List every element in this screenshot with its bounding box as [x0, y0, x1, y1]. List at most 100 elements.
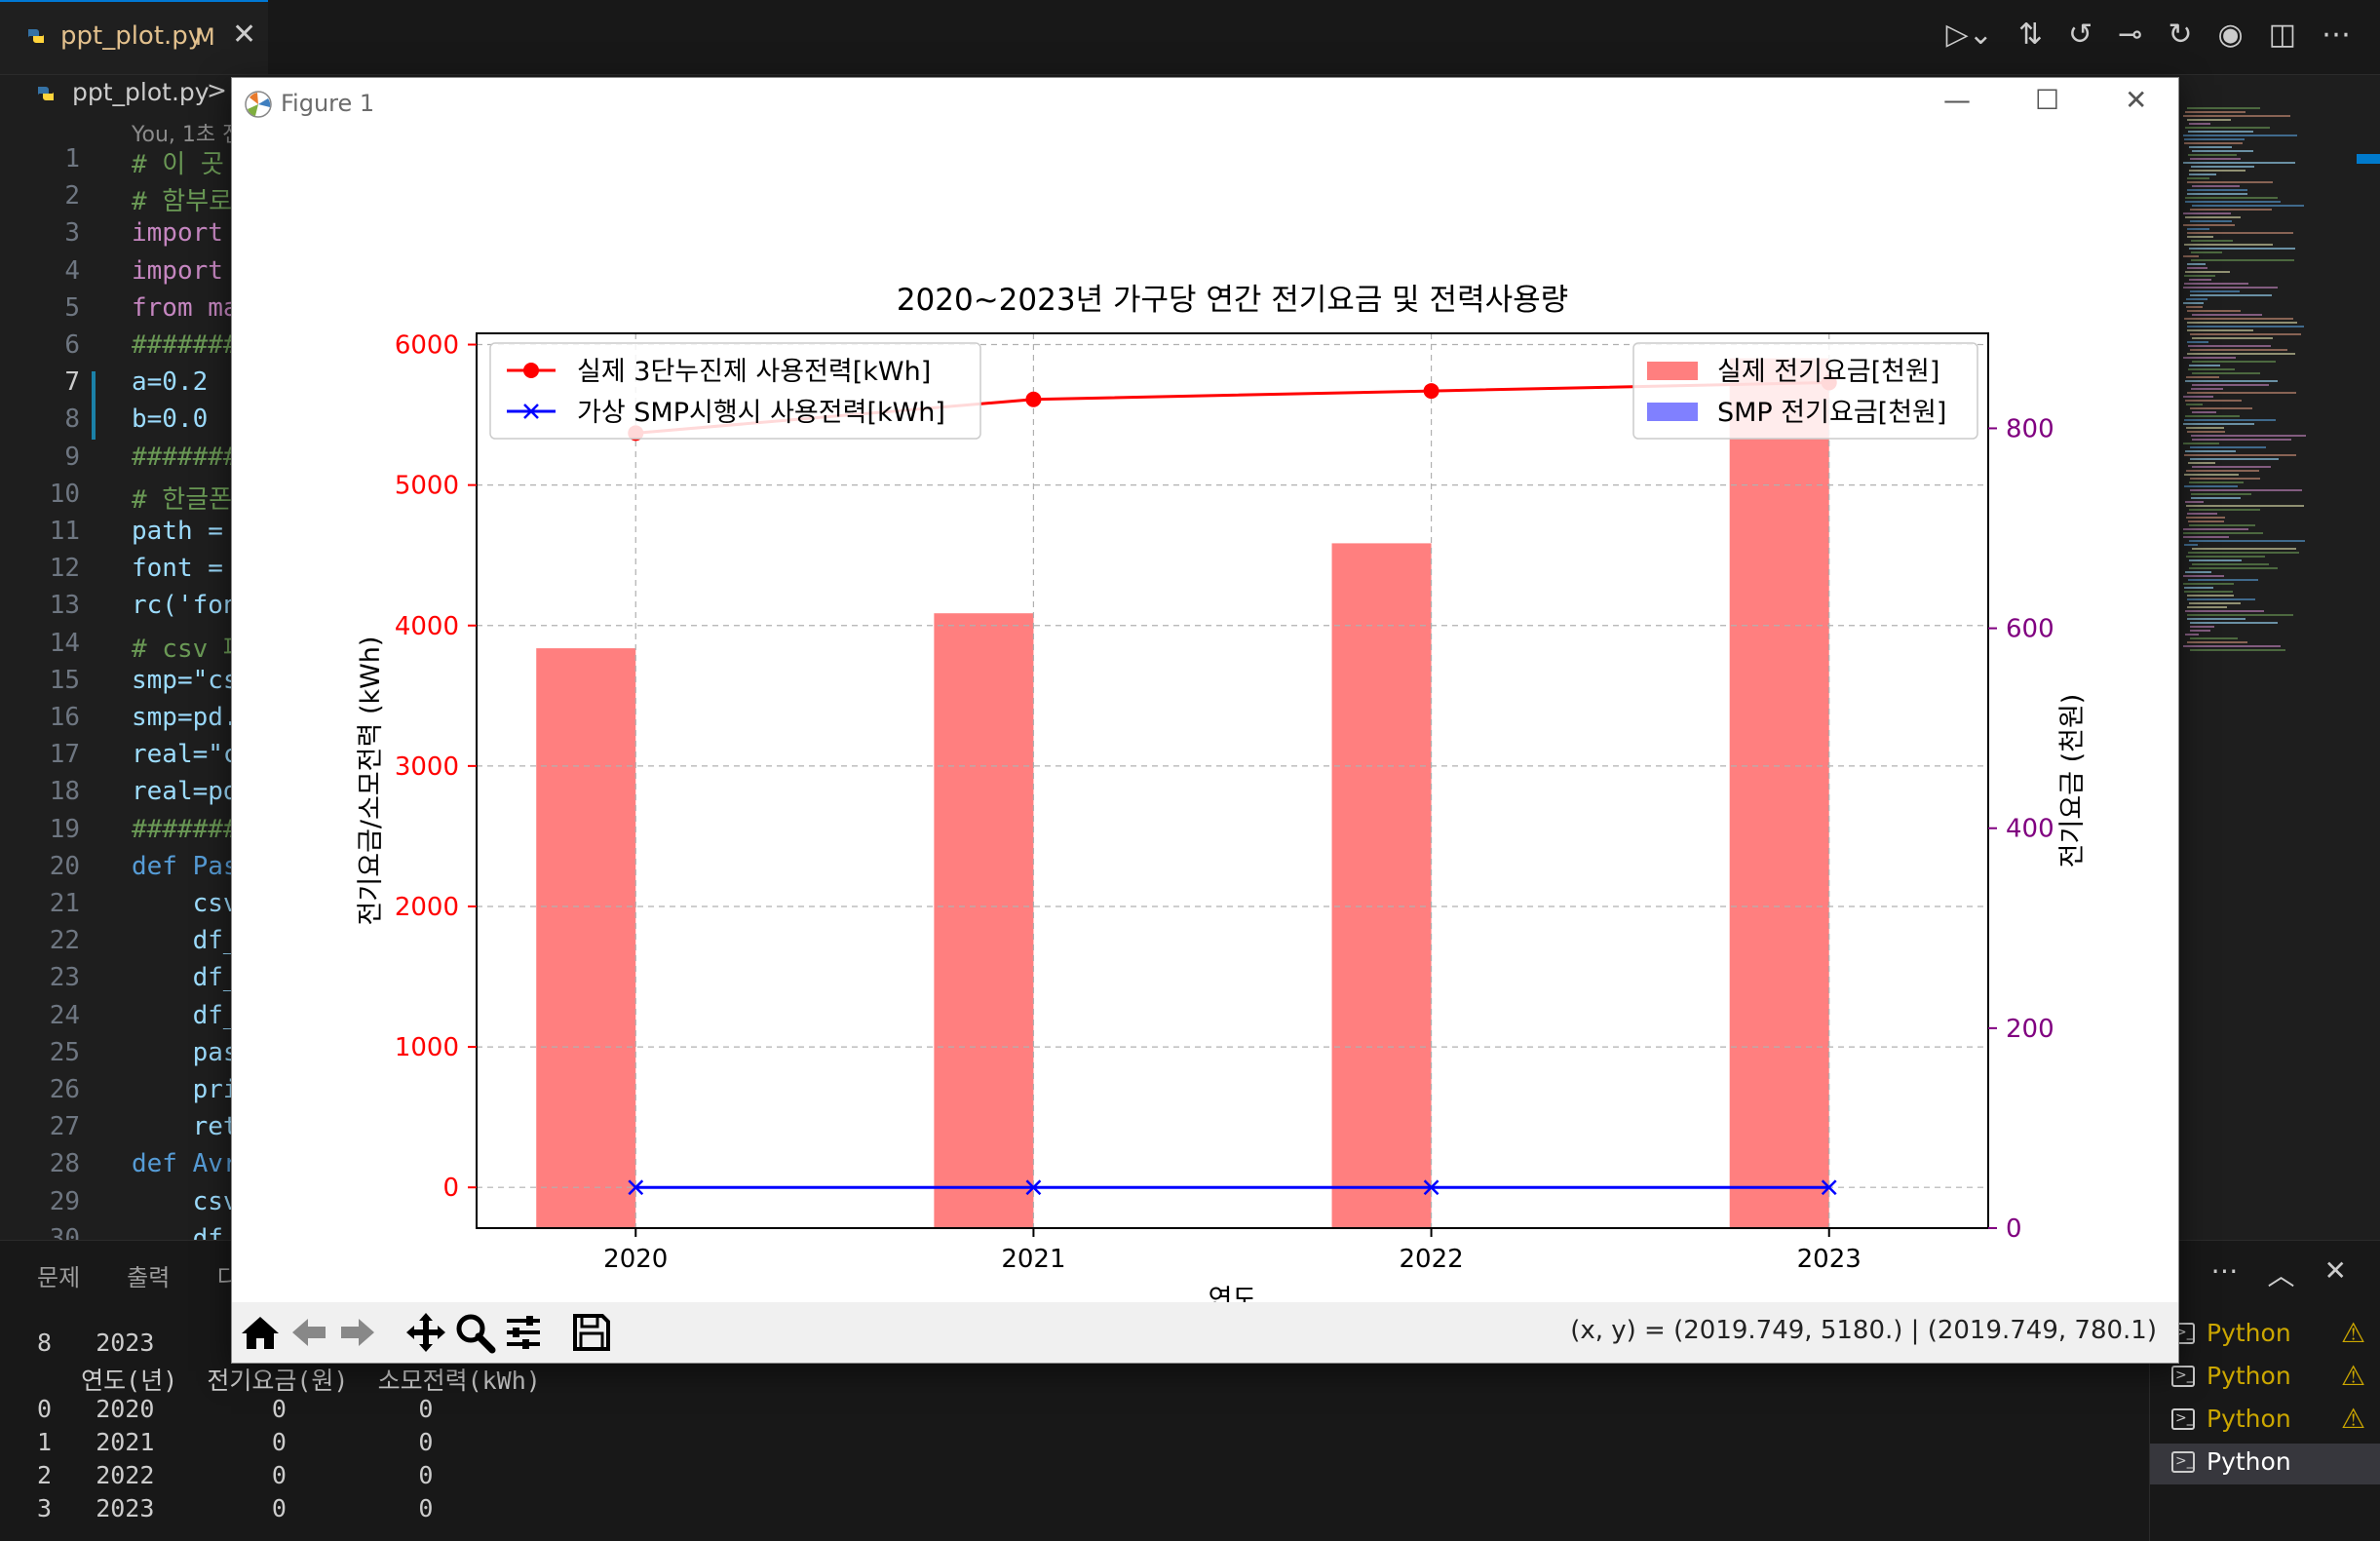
code-line[interactable]: 20 def Pas — [0, 852, 234, 889]
code-editor[interactable]: 1 # 이 곳 2 # 함부로 3 import 4 import 5 from ma 6 ###… — [0, 144, 234, 1241]
code-line[interactable]: 18 real=pd — [0, 777, 234, 814]
minimap-line — [2184, 244, 2273, 246]
code-line[interactable]: 10 # 한글폰 — [0, 480, 234, 517]
code-line[interactable]: 11 path = — [0, 517, 234, 554]
code-line[interactable]: 23 df_ — [0, 963, 234, 1000]
x-tick-label: 2022 — [1399, 1245, 1463, 1274]
y-tick-label: 3000 — [395, 752, 459, 782]
code-line[interactable]: 9 ####### — [0, 443, 234, 480]
close-panel-icon[interactable]: ✕ — [2323, 1254, 2347, 1287]
chart-title: 2020~2023년 가구당 연간 전기요금 및 전력사용량 — [897, 283, 1568, 318]
code-line[interactable]: 17 real="c — [0, 740, 234, 777]
code-line[interactable]: 2 # 함부로 — [0, 181, 234, 218]
y-right-tick-label: 800 — [2006, 414, 2054, 443]
code-line[interactable]: 25 pas — [0, 1038, 234, 1075]
code-text: pas — [132, 1037, 234, 1067]
compare-changes-icon[interactable]: ⇅ — [2017, 18, 2044, 52]
code-line[interactable]: 4 import — [0, 256, 234, 293]
maximize-icon[interactable]: ☐ — [2035, 84, 2060, 116]
close-icon[interactable]: ✕ — [2125, 84, 2148, 116]
figure-window[interactable]: Figure 1 — ☐ ✕ 0 1000 2000 3000 4000 5000 6000… — [231, 77, 2179, 1364]
minimap-line — [2189, 567, 2278, 569]
code-line[interactable]: 15 smp="cs — [0, 666, 234, 703]
code-line[interactable]: 6 ####### — [0, 330, 234, 367]
terminal-item[interactable]: >_ Python ⚠ — [2150, 1401, 2380, 1442]
code-line[interactable]: 27 ret — [0, 1112, 234, 1149]
code-line[interactable]: 3 import — [0, 218, 234, 255]
terminal-item-selected[interactable]: >_ Python — [2150, 1444, 2380, 1484]
minimap-line — [2183, 396, 2213, 398]
terminal-item[interactable]: >_ Python ⚠ — [2150, 1315, 2380, 1356]
code-text: ####### — [132, 814, 234, 844]
minimap-line — [2188, 552, 2299, 554]
maximize-panel-icon[interactable]: ︿ — [2267, 1259, 2295, 1291]
split-editor-icon[interactable]: ◫ — [2268, 18, 2296, 52]
back-icon[interactable] — [287, 1310, 331, 1355]
zoom-icon[interactable] — [452, 1310, 497, 1355]
more-actions-icon[interactable]: ⋯ — [2210, 1254, 2239, 1287]
configure-subplots-icon[interactable] — [501, 1310, 546, 1355]
code-line[interactable]: 1 # 이 곳 — [0, 144, 234, 181]
terminal-item[interactable]: >_ Python ⚠ — [2150, 1358, 2380, 1399]
minimap-line — [2186, 298, 2207, 300]
code-line[interactable]: 13 rc('fon — [0, 591, 234, 628]
tab-output[interactable]: 출력 — [127, 1264, 171, 1291]
code-line[interactable]: 22 df_ — [0, 926, 234, 963]
minimap-line — [2190, 333, 2301, 335]
scrollbar-thumb[interactable] — [2357, 154, 2380, 164]
y-tick-label: 4000 — [395, 612, 459, 641]
go-forward-icon[interactable]: ↻ — [2168, 18, 2193, 52]
commit-icon[interactable]: ⊸ — [2118, 18, 2143, 52]
code-line[interactable]: 5 from ma — [0, 293, 234, 330]
code-text: df_ — [132, 963, 234, 993]
minimap-line — [2187, 322, 2297, 324]
line-number: 3 — [64, 218, 80, 249]
minimap[interactable] — [2181, 107, 2318, 653]
editor-tab-bar: ppt_plot.py M ✕ ▷⌄ ⇅ ↺ ⊸ ↻ ◉ ◫ ⋯ — [0, 0, 2380, 75]
minimap-line — [2186, 404, 2203, 405]
minimap-line — [2183, 212, 2231, 214]
tab-problems[interactable]: 문제 — [37, 1264, 81, 1291]
legend-swatch-smp-fee — [1647, 403, 1698, 421]
minimap-line — [2187, 193, 2247, 195]
home-icon[interactable] — [238, 1310, 283, 1355]
code-line[interactable]: 12 font = — [0, 554, 234, 591]
code-line[interactable]: 26 pri — [0, 1075, 234, 1112]
pan-icon[interactable] — [403, 1310, 448, 1355]
code-line[interactable]: 30 df_ — [0, 1224, 234, 1241]
breadcrumb-file[interactable]: ppt_plot.py — [72, 78, 210, 106]
close-icon[interactable]: ✕ — [232, 18, 257, 52]
minimap-line — [2185, 271, 2230, 273]
code-line[interactable]: 19 ####### — [0, 815, 234, 852]
code-line[interactable]: 29 csv — [0, 1187, 234, 1224]
minimap-line — [2183, 135, 2297, 136]
run-icon[interactable]: ▷⌄ — [1945, 18, 1993, 52]
save-icon[interactable] — [569, 1310, 614, 1355]
terminal-line: 3 2023 0 0 — [37, 1494, 434, 1522]
line-number: 5 — [64, 292, 80, 323]
minimap-line — [2189, 173, 2216, 175]
code-line[interactable]: 14 # csv 파 — [0, 629, 234, 666]
more-actions-icon[interactable]: ⋯ — [2322, 18, 2351, 52]
forward-icon[interactable] — [335, 1310, 380, 1355]
terminal-name: Python — [2207, 1405, 2291, 1433]
code-line[interactable]: 16 smp=pd. — [0, 703, 234, 740]
minimize-icon[interactable]: — — [1943, 84, 1971, 116]
code-line[interactable]: 28 def Avr — [0, 1149, 234, 1186]
terminal-output[interactable]: 8 2023 연도(년) 전기요금(원) 소모전력(kWh) 0 2020 0 … — [37, 1329, 541, 1527]
minimap-line — [2188, 520, 2224, 522]
line-number: 15 — [49, 665, 80, 695]
minimap-line — [2185, 380, 2278, 382]
go-back-icon[interactable]: ↺ — [2068, 18, 2093, 52]
minimap-line — [2183, 528, 2248, 530]
chart-canvas[interactable]: 0 1000 2000 3000 4000 5000 6000 0 200 400 600 800 20… — [232, 133, 2178, 1302]
minimap-line — [2187, 236, 2213, 238]
code-line[interactable]: 7 a=0.2 — [0, 367, 234, 405]
code-line[interactable]: 24 df_ — [0, 1001, 234, 1038]
bar-real-fee — [1729, 358, 1829, 1228]
code-line[interactable]: 21 csv — [0, 889, 234, 926]
figure-titlebar[interactable]: Figure 1 — ☐ ✕ — [232, 78, 2178, 133]
editor-tab-ppt-plot[interactable]: ppt_plot.py M ✕ — [0, 0, 268, 74]
code-line[interactable]: 8 b=0.0 — [0, 405, 234, 442]
copilot-icon[interactable]: ◉ — [2217, 18, 2244, 52]
